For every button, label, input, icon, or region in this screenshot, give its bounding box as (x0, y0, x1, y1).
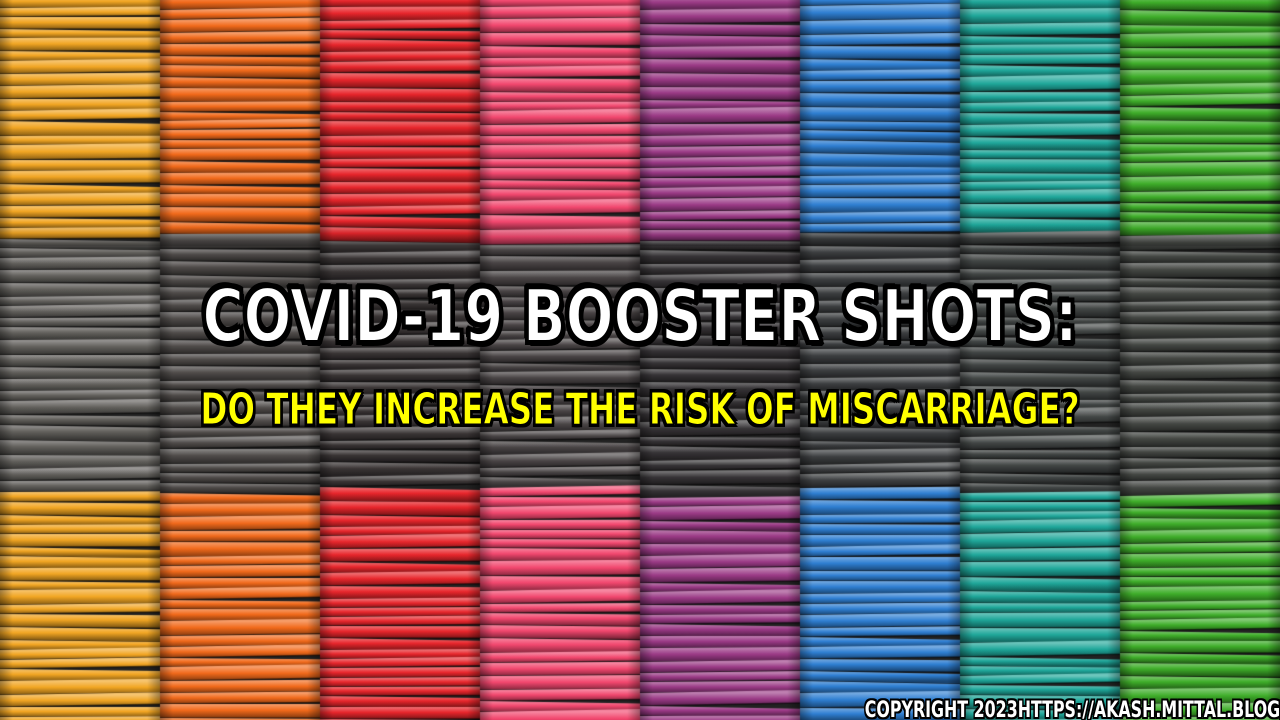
headline-subtitle: DO THEY INCREASE THE RISK OF MISCARRIAGE… (200, 384, 1080, 436)
headline-title: COVID-19 BOOSTER SHOTS: (202, 273, 1079, 359)
copyright-notice: COPYRIGHT 2023HTTPS://AKASH.MITTAL.BLOG/ (864, 698, 1280, 720)
